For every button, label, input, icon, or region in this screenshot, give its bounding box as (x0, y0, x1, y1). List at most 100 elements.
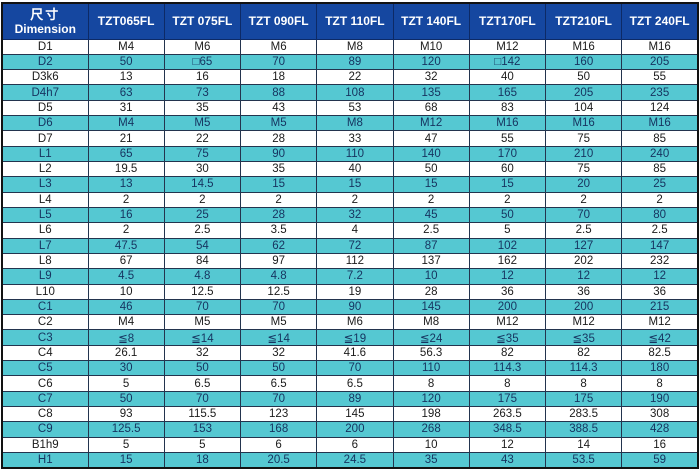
cell: 2 (87, 191, 165, 208)
cell: 50 (468, 206, 547, 224)
cell: 180 (621, 360, 699, 377)
cell: 89 (316, 390, 394, 408)
cell: 93 (87, 405, 165, 423)
cell: 10 (392, 268, 470, 285)
cell: M12 (392, 115, 470, 132)
cell: 18 (163, 451, 242, 469)
cell: 22 (163, 130, 242, 147)
cell: 114.3 (544, 360, 623, 377)
table-row: L4 2 2 2 2 2 2 2 2 (1, 191, 699, 208)
cell: 22 (316, 69, 394, 86)
cell: 35 (392, 451, 470, 469)
table-row: C4 26.1 32 32 41.6 56.3 82 82 82.5 (1, 344, 699, 362)
cell: 12 (621, 268, 699, 285)
cell: 205 (621, 53, 699, 71)
row-label: D3k6 (1, 69, 89, 86)
cell: 28 (239, 206, 318, 224)
cell: 123 (239, 405, 318, 423)
cell: 32 (239, 344, 318, 362)
cell: 4 (316, 222, 394, 239)
row-label: H1 (1, 451, 89, 469)
cell: 65 (87, 145, 165, 163)
cell: 43 (468, 451, 547, 469)
table-row: D1 M4 M6 M6 M8 M10 M12 M16 M16 (1, 38, 699, 55)
cell: 55 (468, 130, 547, 147)
cell: 205 (544, 84, 623, 101)
cell: 168 (239, 421, 318, 438)
cell: M12 (544, 314, 623, 331)
cell: 47.5 (87, 237, 165, 254)
cell: 14 (544, 436, 623, 453)
cell: 112 (316, 252, 394, 270)
cell: M16 (468, 115, 547, 132)
cell: 53.5 (544, 451, 623, 469)
row-label: L9 (1, 268, 89, 285)
cell: 54 (163, 237, 242, 254)
cell: M8 (392, 314, 470, 331)
cell: ≦14 (239, 329, 318, 346)
cell: 67 (87, 252, 165, 270)
cell: 2 (87, 222, 165, 239)
cell: 2 (392, 191, 470, 208)
cell: 30 (87, 360, 165, 377)
header-row: 尺寸 Dimension TZT065FL TZT 075FL TZT 090FL T… (1, 2, 699, 40)
cell: 21 (87, 130, 165, 147)
row-label: L1 (1, 145, 89, 163)
cell: 15 (468, 176, 547, 193)
cell: M4 (87, 314, 165, 331)
cell: 215 (621, 298, 699, 316)
cell: 6.5 (239, 375, 318, 392)
cell: M16 (621, 38, 699, 55)
cell: 2.5 (621, 222, 699, 239)
cell: 75 (163, 145, 242, 163)
cell: 200 (544, 298, 623, 316)
table-row: D5 31 35 43 53 68 83 104 124 (1, 99, 699, 117)
cell: M12 (468, 314, 547, 331)
cell: 43 (239, 99, 318, 117)
cell: 104 (544, 99, 623, 117)
cell: M12 (621, 314, 699, 331)
cell: 4.8 (163, 268, 242, 285)
cell: 50 (87, 53, 165, 71)
table-header: 尺寸 Dimension TZT065FL TZT 075FL TZT 090FL T… (1, 2, 699, 40)
cell: 7.2 (316, 268, 394, 285)
cell: 36 (621, 283, 699, 300)
cell: 41.6 (316, 344, 394, 362)
table-row: C8 93 115.5 123 145 198 263.5 283.5 308 (1, 405, 699, 423)
row-label: C1 (1, 298, 89, 316)
cell: 308 (621, 405, 699, 423)
cell: 70 (163, 298, 242, 316)
row-label: L6 (1, 222, 89, 239)
cell: 2.5 (163, 222, 242, 239)
cell: 70 (544, 206, 623, 224)
cell: ≦42 (621, 329, 699, 346)
cell: 28 (392, 283, 470, 300)
cell: 16 (621, 436, 699, 453)
cell: 15 (239, 176, 318, 193)
cell: 73 (163, 84, 242, 101)
cell: 85 (621, 160, 699, 178)
cell: 89 (316, 53, 394, 71)
cell: 35 (239, 160, 318, 178)
cell: 70 (239, 390, 318, 408)
table-row: L6 2 2.5 3.5 4 2.5 5 2.5 2.5 (1, 222, 699, 239)
cell: 85 (621, 130, 699, 147)
cell: ≦35 (468, 329, 547, 346)
cell: □142 (468, 53, 547, 71)
row-label: L4 (1, 191, 89, 208)
row-label: D2 (1, 53, 89, 71)
cell: 25 (621, 176, 699, 193)
table-row: L3 13 14.5 15 15 15 15 20 25 (1, 176, 699, 193)
cell: 140 (392, 145, 470, 163)
cell: 108 (316, 84, 394, 101)
cell: 28 (239, 130, 318, 147)
cell: 153 (163, 421, 242, 438)
cell: 24.5 (316, 451, 394, 469)
row-label: C3 (1, 329, 89, 346)
cell: 145 (316, 405, 394, 423)
cell: 2 (163, 191, 242, 208)
cell: 14.5 (163, 176, 242, 193)
cell: 162 (468, 252, 547, 270)
cell: 40 (316, 160, 394, 178)
model-header-2: TZT 075FL (163, 2, 242, 40)
